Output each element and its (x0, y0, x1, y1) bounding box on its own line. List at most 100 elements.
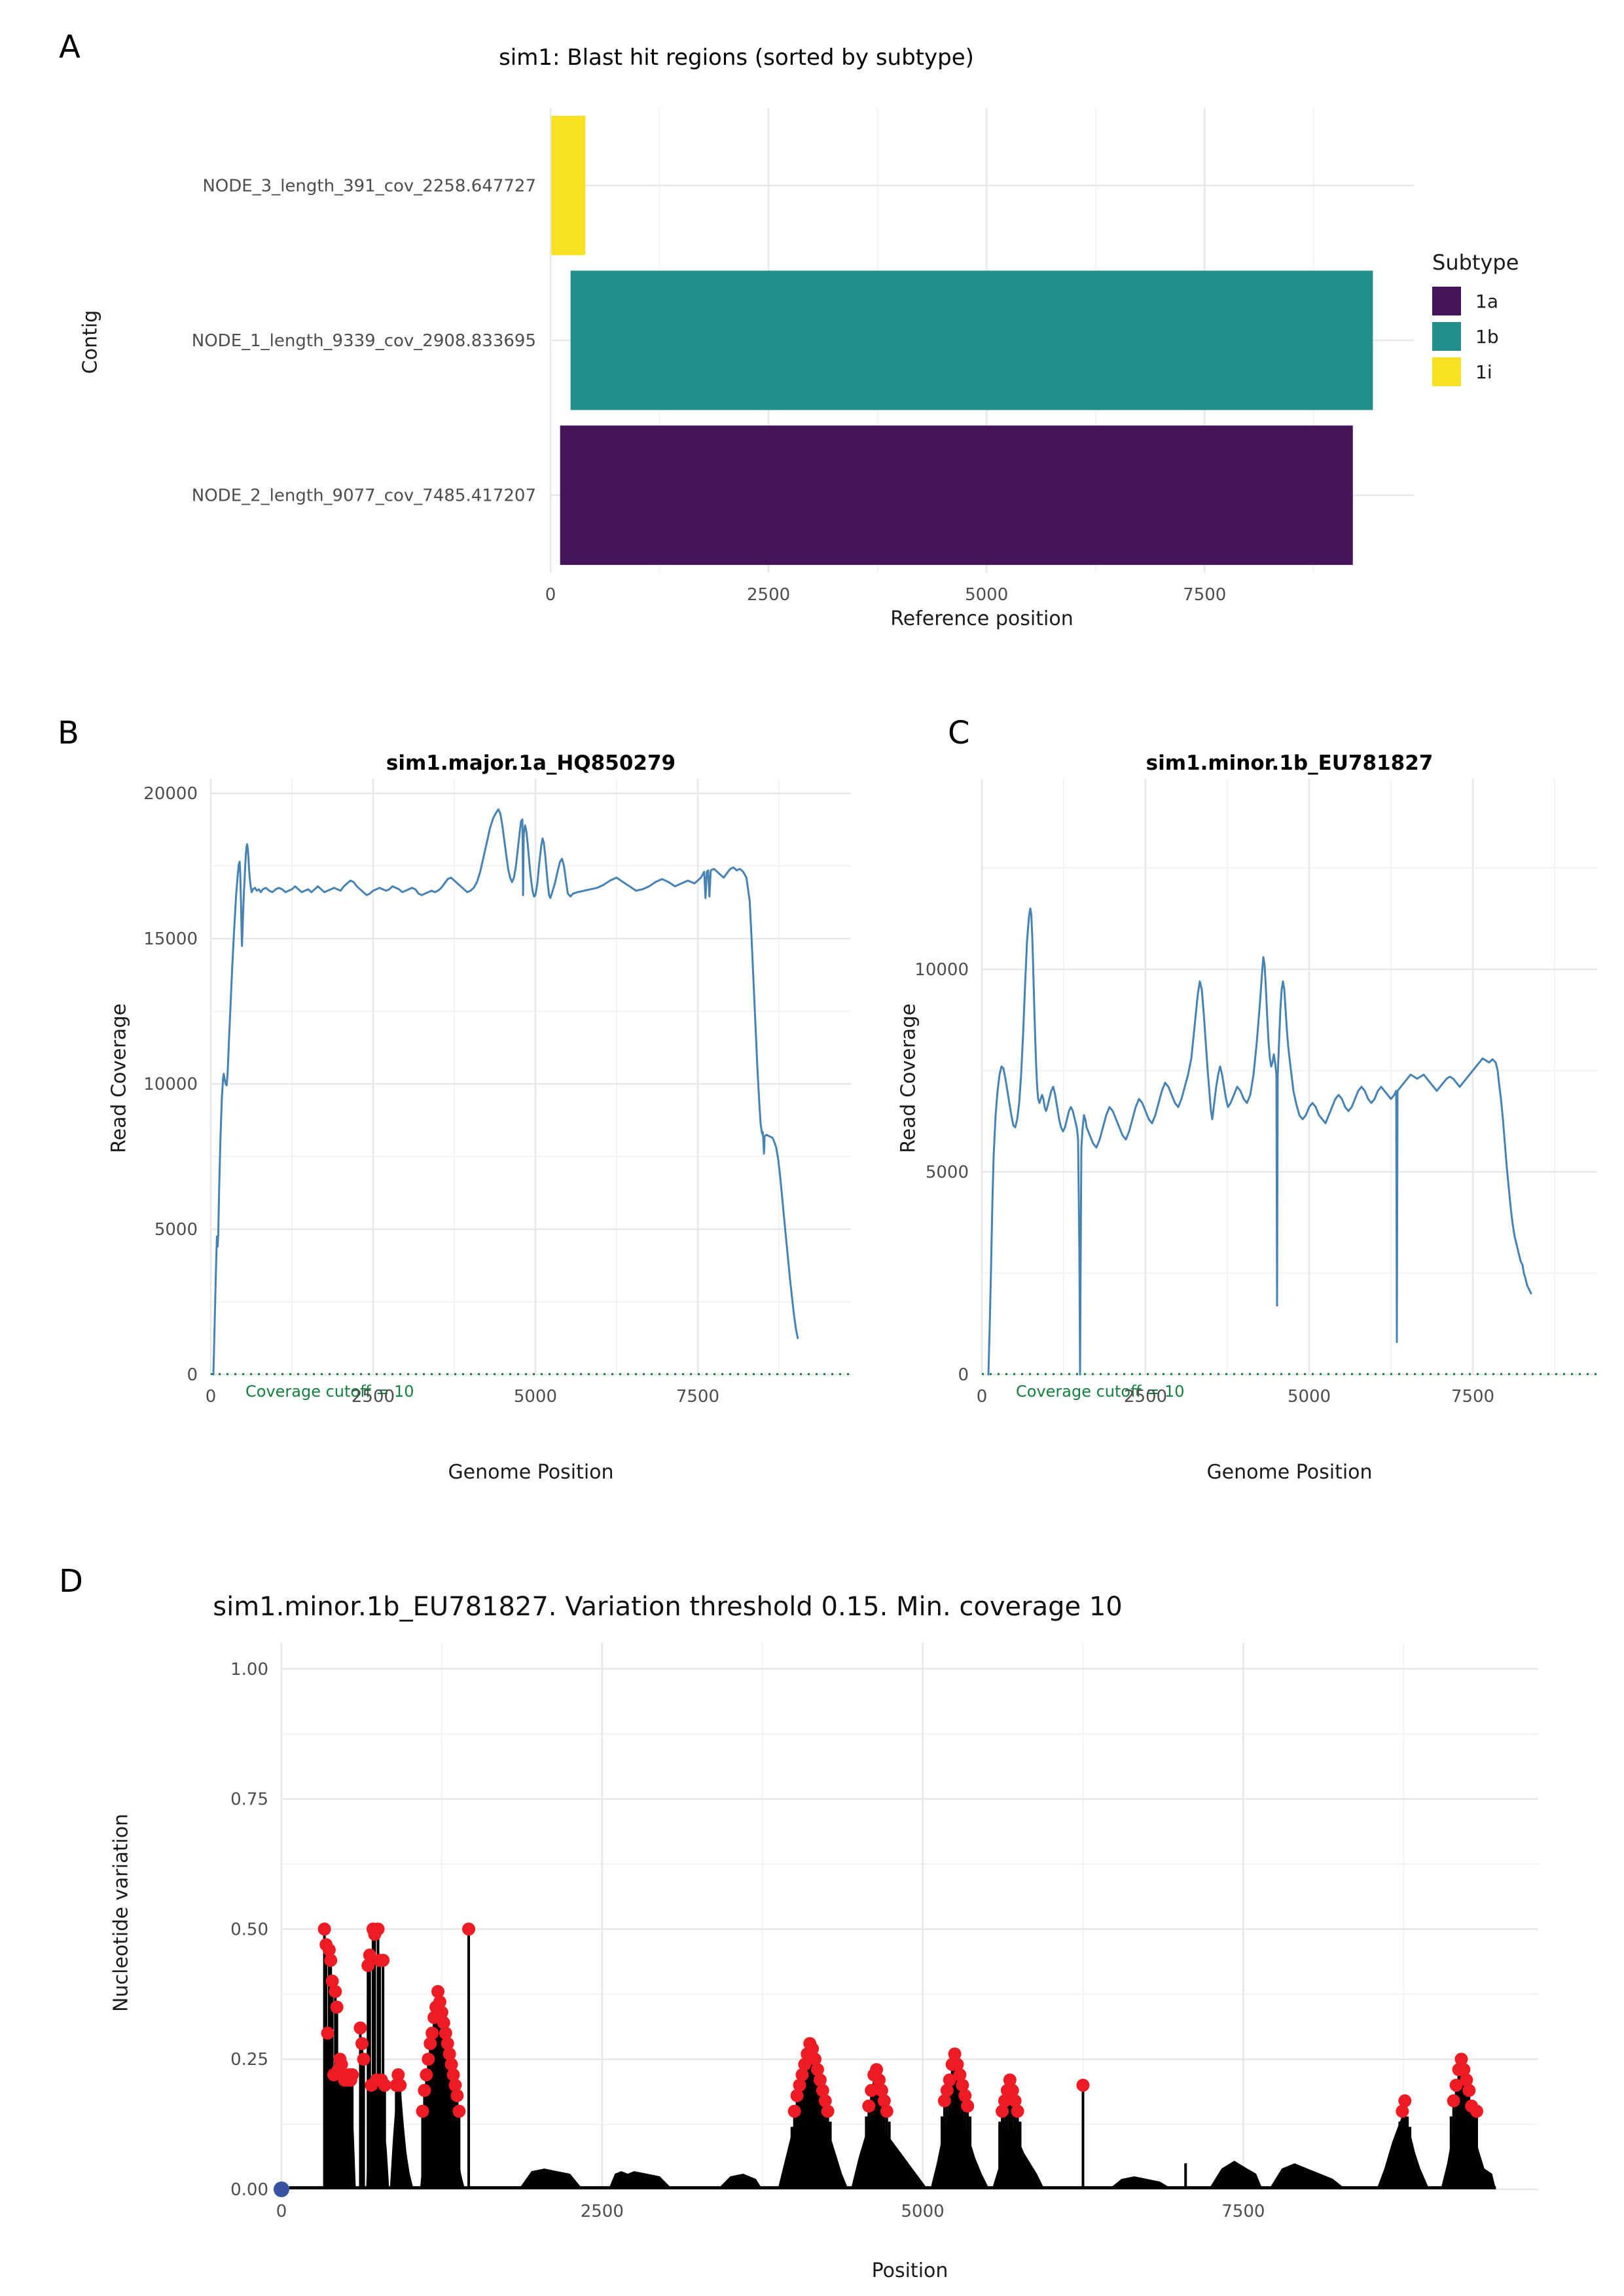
variation-red-dot (793, 2078, 806, 2092)
panel-b-letter: B (58, 715, 79, 751)
variation-red-dot (1003, 2073, 1017, 2087)
variation-spike (1462, 2070, 1466, 2189)
variation-red-dot (1460, 2073, 1473, 2087)
variation-red-dot (877, 2094, 891, 2108)
variation-mound (518, 2168, 583, 2189)
variation-spike (948, 2080, 951, 2189)
variation-spike (423, 2090, 426, 2189)
legend-item-1b: 1b (1432, 322, 1519, 351)
variation-spike (793, 2111, 796, 2189)
variation-spike (873, 2075, 876, 2189)
legend-swatch-1a (1432, 287, 1461, 315)
variation-spike (829, 2121, 832, 2189)
y-tick-label: 0.50 (230, 1920, 268, 1939)
x-tick-label: 7500 (1451, 1387, 1494, 1407)
variation-red-dot (865, 2083, 878, 2097)
variation-spike (349, 2080, 352, 2189)
variation-spike (823, 2100, 827, 2189)
panel-b-title: sim1.major.1a_HQ850279 (386, 751, 676, 775)
variation-spike (790, 2126, 793, 2189)
variation-spike (448, 2054, 451, 2189)
variation-spike (367, 1965, 370, 2189)
variation-spike (370, 2085, 373, 2189)
subtype-legend: Subtype 1a 1b 1i (1432, 250, 1519, 393)
variation-spike (1401, 2111, 1404, 2189)
variation-spike (1011, 2090, 1014, 2189)
variation-red-dot (346, 2068, 359, 2082)
variation-spike (456, 2095, 459, 2189)
panel-a-title: sim1: Blast hit regions (sorted by subty… (499, 45, 974, 71)
variation-spike (803, 2064, 806, 2189)
variation-red-dot (787, 2104, 801, 2118)
variation-spike (442, 2022, 445, 2189)
y-tick-label: 5000 (154, 1220, 198, 1240)
variation-spike (811, 2049, 814, 2189)
variation-spike (435, 2007, 438, 2189)
variation-spike (450, 2064, 453, 2189)
variation-spike (966, 2106, 969, 2189)
variation-spike (395, 2085, 398, 2189)
variation-red-dot (961, 2099, 975, 2113)
panel-d-title: sim1.minor.1b_EU781827. Variation thresh… (213, 1592, 1123, 1622)
variation-spike (1452, 2100, 1455, 2189)
variation-spike (1475, 2111, 1478, 2189)
variation-spike (888, 2121, 891, 2189)
variation-red-dot (393, 2078, 407, 2092)
variation-red-dot (376, 1954, 390, 1967)
variation-spike (945, 2090, 948, 2189)
panel-c-x-axis-title: Genome Position (1206, 1461, 1373, 1484)
variation-red-dot (1457, 2063, 1471, 2077)
variation-red-dot (448, 2078, 462, 2092)
variation-red-dot (958, 2089, 972, 2102)
x-tick-label: 5000 (1288, 1387, 1331, 1407)
variation-spike (943, 2100, 946, 2189)
x-tick-label: 0 (276, 2202, 287, 2221)
variation-spike (336, 2070, 340, 2189)
variation-red-dot (816, 2083, 829, 2097)
variation-spike (427, 2059, 430, 2189)
variation-red-dot (1011, 2104, 1024, 2118)
variation-spike (1081, 2085, 1085, 2189)
y-tick-label: 0 (958, 1365, 969, 1385)
x-tick-label: 5000 (514, 1387, 557, 1407)
variation-spike (335, 2007, 338, 2189)
variation-spike (446, 2043, 449, 2189)
variation-red-dot (821, 2104, 835, 2118)
variation-red-dot (442, 2047, 456, 2061)
y-tick-label: 10000 (914, 960, 969, 980)
y-tick-label: 15000 (143, 929, 198, 949)
variation-red-dot (813, 2073, 827, 2087)
variation-spike (1403, 2100, 1407, 2189)
variation-spike (362, 2059, 365, 2189)
x-tick-label: 7500 (1183, 585, 1226, 605)
variation-mound (389, 2075, 414, 2189)
variation-spike (950, 2064, 954, 2189)
variation-spike (969, 2116, 972, 2189)
panel-b-cutoff-label: Coverage cutoff = 10 (245, 1382, 414, 1401)
variation-red-dot (437, 2016, 450, 2030)
variation-red-dot (1454, 2053, 1468, 2066)
variation-red-dot (996, 2104, 1009, 2118)
variation-spike (348, 2075, 351, 2189)
variation-spike (371, 1929, 374, 2189)
variation-spike (1473, 2116, 1476, 2189)
coverage-line (212, 808, 799, 1376)
variation-spike (964, 2095, 967, 2189)
x-tick-label: 7500 (1221, 2202, 1265, 2221)
variation-spike (1406, 2116, 1409, 2189)
variation-spike (425, 2075, 428, 2189)
variation-spike (326, 2033, 329, 2189)
panel-d-letter: D (59, 1563, 83, 1600)
y-tick-label: 0.00 (230, 2180, 268, 2200)
variation-red-dot (872, 2073, 886, 2087)
x-tick-label: 0 (977, 1387, 988, 1407)
variation-red-dot (937, 2094, 951, 2108)
variation-spike (351, 2075, 354, 2189)
variation-spike (344, 2080, 348, 2189)
variation-spike (437, 1991, 440, 2189)
variation-spike (956, 2064, 959, 2189)
y-tick-label: 10000 (143, 1075, 198, 1094)
legend-item-1a: 1a (1432, 287, 1519, 315)
variation-red-dot (1076, 2078, 1090, 2092)
legend-label: 1i (1475, 361, 1492, 383)
